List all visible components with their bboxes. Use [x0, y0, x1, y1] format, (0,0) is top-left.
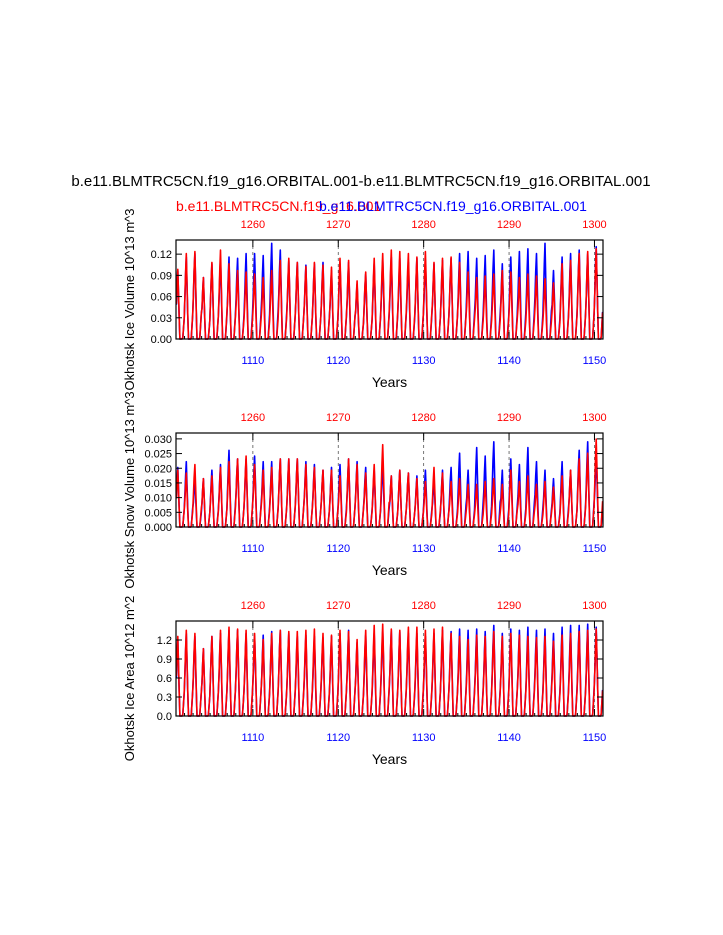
x-tick-label-bottom: 1140	[497, 355, 521, 367]
legend-blue-label: b.e11.BLMTRC5CN.f19_g16.ORBITAL.001	[319, 198, 587, 214]
x-tick-label-bottom: 1140	[497, 732, 521, 744]
series-line-red	[175, 248, 604, 340]
panel-ice-volume: 0.00 0.03 0.06 0.09 0.12 1110 1120 1130 1140 1150…	[122, 208, 607, 390]
y-tick-label: 0.03	[151, 313, 172, 325]
y-axis-label: Okhotsk Ice Area 10^12 m^2	[122, 596, 137, 761]
panel-ice-area: 0.0 0.3 0.6 0.9 1.2 1110 1120 1130 1140 1150 1260 1…	[122, 596, 607, 767]
x-tick-label-top: 1280	[411, 600, 435, 612]
x-tick-label-bottom: 1140	[497, 543, 521, 555]
y-tick-label: 0.030	[144, 434, 172, 446]
y-tick-label: 0.09	[151, 270, 172, 282]
x-axis-label: Years	[372, 374, 407, 390]
x-tick-label-bottom: 1130	[412, 355, 436, 367]
x-tick-label-bottom: 1150	[583, 543, 607, 555]
series-line-red	[175, 623, 604, 717]
chart-panels: 0.00 0.03 0.06 0.09 0.12 1110 1120 1130 1140 1150…	[122, 208, 607, 767]
x-tick-label-top: 1270	[326, 412, 350, 424]
legend-red-label: b.e11.BLMTRC5CN.f19_g16.001	[176, 198, 381, 214]
x-tick-label-bottom: 1130	[412, 732, 436, 744]
x-tick-label-top: 1270	[326, 600, 350, 612]
main-title: b.e11.BLMTRC5CN.f19_g16.ORBITAL.001-b.e1…	[71, 173, 650, 190]
x-axis-label: Years	[372, 751, 407, 767]
x-tick-label-top: 1280	[411, 412, 435, 424]
x-tick-label-bottom: 1110	[241, 355, 264, 367]
series-line-red	[175, 438, 604, 528]
x-tick-label-top: 1260	[241, 412, 265, 424]
y-tick-label: 0.12	[151, 249, 172, 261]
x-tick-label-bottom: 1150	[583, 355, 607, 367]
x-tick-label-top: 1260	[241, 600, 265, 612]
x-tick-label-top: 1280	[411, 219, 435, 231]
x-tick-label-bottom: 1110	[241, 543, 264, 555]
x-axis-label: Years	[372, 562, 407, 578]
x-tick-label-top: 1260	[241, 219, 265, 231]
x-tick-label-top: 1290	[497, 219, 521, 231]
x-tick-label-bottom: 1120	[326, 543, 350, 555]
x-tick-label-top: 1270	[326, 219, 350, 231]
x-tick-label-top: 1300	[582, 600, 606, 612]
y-axis-label: Okhotsk Ice Volume 10^13 m^3	[122, 208, 137, 390]
x-tick-label-top: 1290	[497, 600, 521, 612]
y-tick-label: 0.005	[144, 507, 172, 519]
x-tick-label-top: 1300	[582, 219, 606, 231]
y-tick-label: 0.9	[157, 654, 172, 666]
x-tick-label-bottom: 1120	[326, 355, 350, 367]
y-tick-label: 0.06	[151, 292, 172, 304]
y-tick-label: 0.025	[144, 449, 172, 461]
y-tick-label: 0.00	[151, 334, 172, 346]
y-tick-label: 1.2	[157, 635, 172, 647]
y-tick-label: 0.3	[157, 692, 172, 704]
y-tick-label: 0.6	[157, 673, 172, 685]
x-tick-label-bottom: 1110	[241, 732, 264, 744]
y-tick-label: 0.015	[144, 478, 172, 490]
x-tick-label-bottom: 1130	[412, 543, 436, 555]
x-tick-label-top: 1290	[497, 412, 521, 424]
x-tick-label-bottom: 1150	[583, 732, 607, 744]
y-axis-label: Okhotsk Snow Volume 10^13 m^3	[122, 391, 137, 588]
x-tick-label-bottom: 1120	[326, 732, 350, 744]
y-tick-label: 0.020	[144, 463, 172, 475]
panel-snow-volume: 0.000 0.005 0.010 0.015 0.020 0.025 0.030 1110 1…	[122, 391, 607, 588]
y-tick-label: 0.000	[144, 522, 172, 534]
x-tick-label-top: 1300	[582, 412, 606, 424]
y-tick-label: 0.010	[144, 493, 172, 505]
y-tick-label: 0.0	[157, 711, 172, 723]
